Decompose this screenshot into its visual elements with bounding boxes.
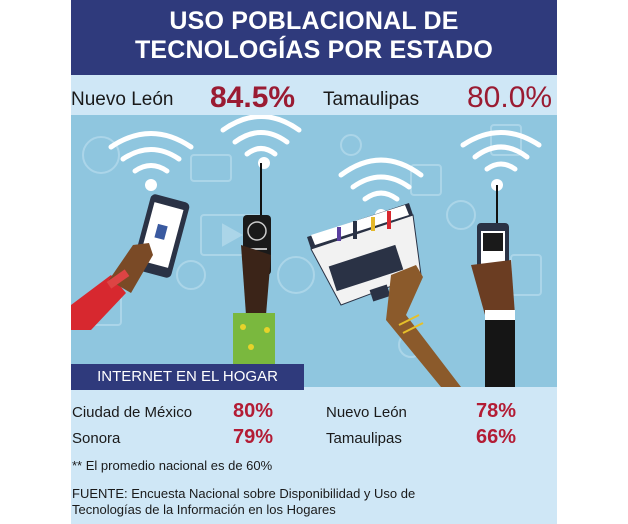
row-state: Sonora [72, 430, 121, 447]
highlight-state-1: Nuevo León [71, 89, 174, 110]
row-value: 80% [233, 400, 274, 422]
infographic: USO POBLACIONAL DE TECNOLOGÍAS POR ESTAD… [71, 0, 557, 524]
highlight-value-1: 84.5% [210, 81, 296, 114]
source-line-1: FUENTE: Encuesta Nacional sobre Disponib… [72, 486, 416, 501]
internet-home-table: Ciudad de México 80% Nuevo León 78% Sono… [71, 390, 557, 524]
section-title: INTERNET EN EL HOGAR [71, 364, 304, 390]
highlight-state-2: Tamaulipas [323, 89, 420, 110]
illustration [71, 115, 557, 387]
row-state: Nuevo León [326, 404, 407, 421]
highlight-stats: Nuevo León 84.5% Tamaulipas 80.0% [71, 75, 557, 115]
row-state: Ciudad de México [72, 404, 193, 421]
highlight-value-2: 80.0% [467, 81, 553, 114]
technology-illustration [71, 115, 542, 387]
source-line-2: Tecnologías de la Información en los Hog… [72, 502, 336, 517]
title-line-2: TECNOLOGÍAS POR ESTADO [134, 36, 494, 64]
row-value: 79% [233, 426, 274, 448]
row-value: 66% [476, 426, 517, 448]
national-average-note: ** El promedio nacional es de 60% [72, 458, 273, 473]
title-line-1: USO POBLACIONAL DE [169, 7, 459, 35]
row-value: 78% [476, 400, 517, 422]
page-title: USO POBLACIONAL DE TECNOLOGÍAS POR ESTAD… [71, 0, 557, 75]
row-state: Tamaulipas [326, 430, 402, 447]
